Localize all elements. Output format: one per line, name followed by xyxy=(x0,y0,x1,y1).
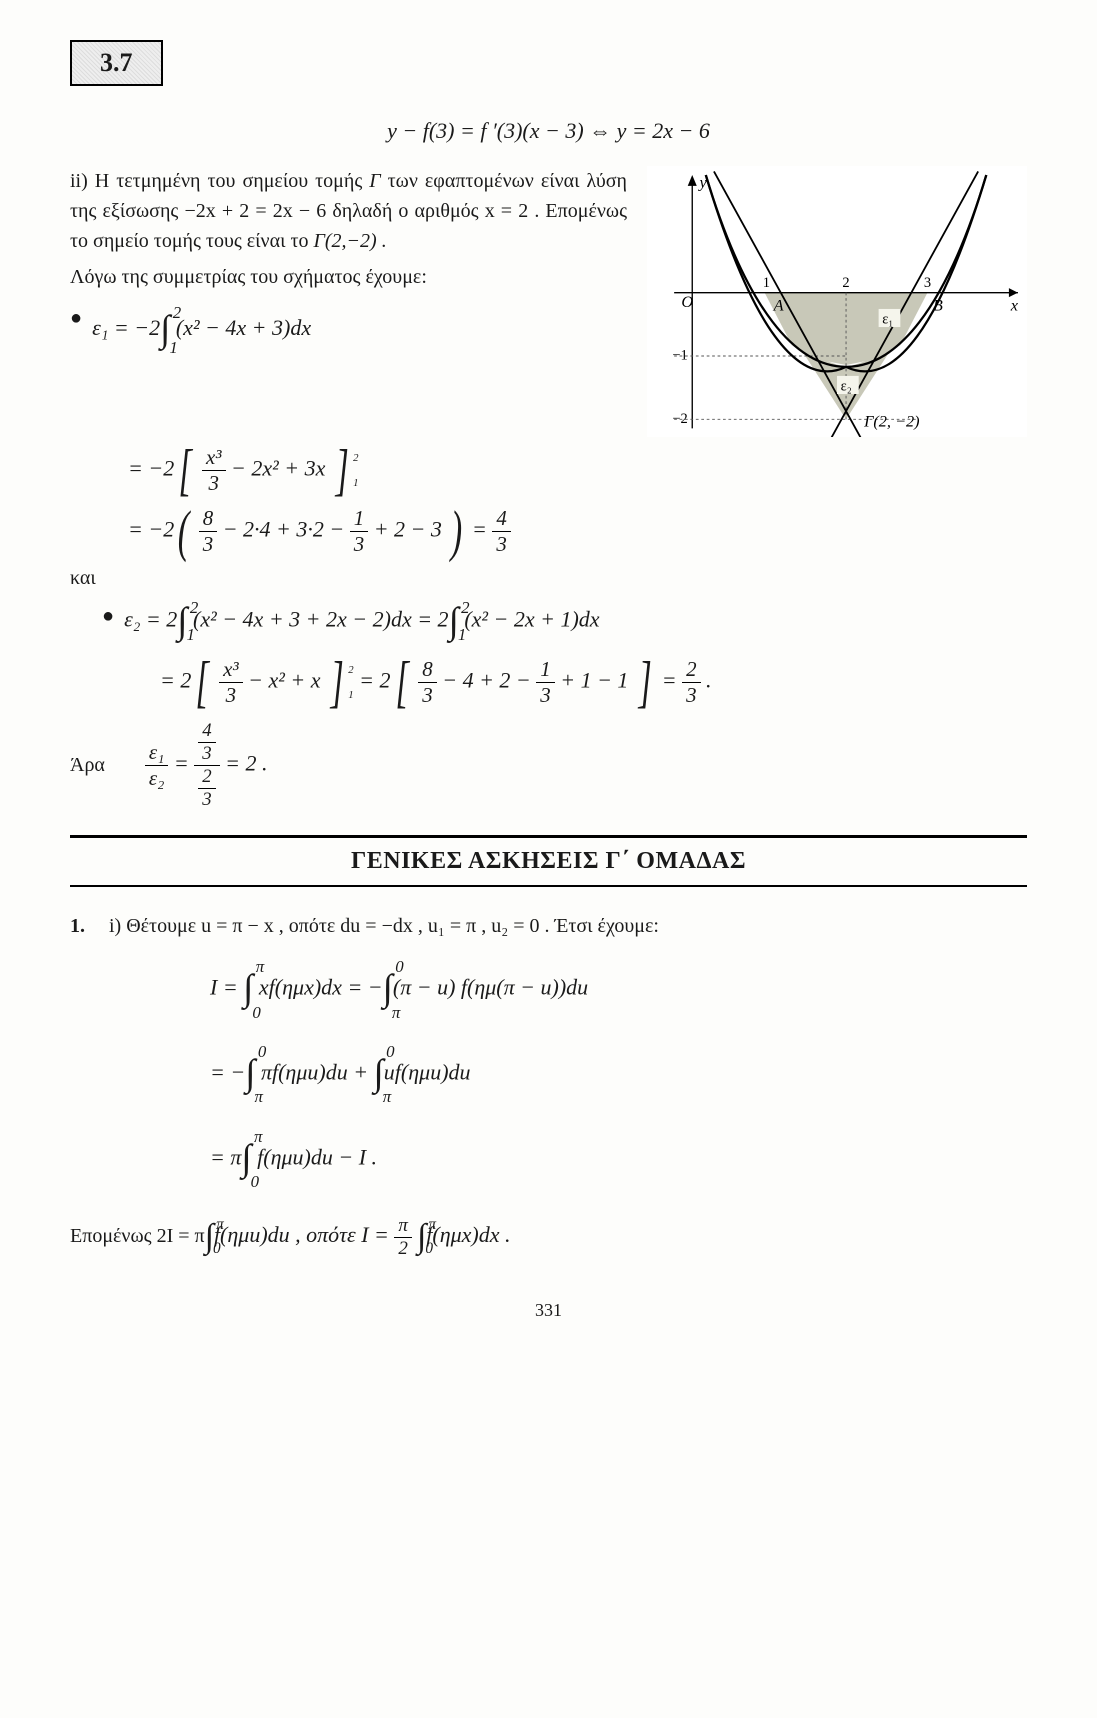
gamma-point: Γ(2,−2) . xyxy=(314,230,387,252)
graph-figure: O 1 2 3 A B x y −1 −2 ε₁ ε₂ Γ(2, −2) xyxy=(647,166,1027,437)
section-number: 3.7 xyxy=(100,48,133,77)
label-A: A xyxy=(773,296,784,315)
e2-line-a: ε₂ = 2∫12 (x² − 4x + 3 + 2x − 2)dx = 2∫1… xyxy=(124,600,599,643)
e1-line-c: = −2( 83 − 2·4 + 3·2 − 13 + 2 − 3 ) = 43 xyxy=(70,506,1027,557)
tick-m1: −1 xyxy=(672,348,687,364)
I-line3: = π∫0π f(ημu)du − I . xyxy=(210,1122,1027,1197)
paragraph-ii: ii) Η τετμημένη του σημείου τομής Γ των … xyxy=(70,166,627,364)
label-x: x xyxy=(1010,296,1019,315)
exercise-1: 1. i) Θέτουμε u = π − x , οπότε du = −dx… xyxy=(70,915,1027,938)
label-e2: ε₂ xyxy=(841,378,852,394)
e2-line-b: = 2[ x³3 − x² + x ]21 = 2[ 83 − 4 + 2 − … xyxy=(70,657,1027,708)
bullet-1: ● xyxy=(70,302,82,330)
e1-line-a: ε₁ = −2∫12 (x² − 4x + 3)dx xyxy=(92,302,311,358)
kai-label: και xyxy=(70,567,1027,590)
para-sym: Λόγω της συμμετρίας του σχήματος έχουμε: xyxy=(70,266,427,288)
ex1-i: i) Θέτουμε u = π − x , οπότε du = −dx , … xyxy=(109,915,659,937)
rule-bottom xyxy=(70,885,1027,887)
section-number-box: 3.7 xyxy=(70,40,163,86)
label-e1: ε₁ xyxy=(882,311,893,327)
gamma: Γ xyxy=(369,170,380,192)
epomenos-line: Επομένως 2I = π∫0πf(ημu)du , οπότε I = π… xyxy=(70,1215,1027,1260)
I-line2: = −∫π0 πf(ημu)du + ∫π0uf(ημu)du xyxy=(210,1037,1027,1112)
para-ii-a: ii) Η τετμημένη του σημείου τομής xyxy=(70,170,369,192)
I-line1: I = ∫0π xf(ημx)dx = −∫π0(π − u) f(ημ(π −… xyxy=(210,952,1027,1027)
ara-label: Άρα xyxy=(70,754,105,777)
bullet-2: ● xyxy=(102,600,114,628)
tick-3: 3 xyxy=(924,275,931,291)
label-O: O xyxy=(681,292,693,311)
tangent-equation: y − f(3) = f ′(3)(x − 3) ⇔ y = 2x − 6 xyxy=(70,118,1027,144)
tick-2: 2 xyxy=(842,275,849,291)
ara-eq: ε₁ε₂ = 43 23 = 2 . xyxy=(145,720,268,811)
e1-line-b: = −2[ x³3 − 2x² + 3x ]21 xyxy=(70,445,1027,496)
label-B: B xyxy=(933,296,943,315)
page-number: 331 xyxy=(70,1300,1027,1321)
rule-top xyxy=(70,835,1027,838)
label-G: Γ(2, −2) xyxy=(863,412,919,431)
ex1-number: 1. xyxy=(70,915,104,938)
tick-1: 1 xyxy=(763,275,770,291)
section-heading: ΓΕΝΙΚΕΣ ΑΣΚΗΣΕΙΣ Γ΄ ΟΜΑΔΑΣ xyxy=(70,848,1027,875)
label-y: y xyxy=(697,173,707,192)
tick-m2: −2 xyxy=(672,411,687,427)
